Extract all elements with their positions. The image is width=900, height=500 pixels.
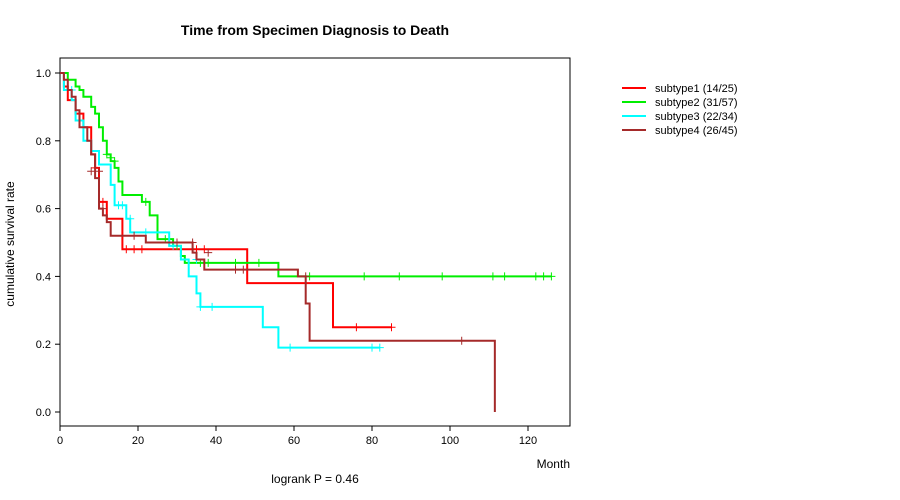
- censor-mark: [204, 258, 213, 267]
- censor-mark: [188, 238, 197, 247]
- y-tick-label: 0.4: [36, 271, 51, 283]
- censor-mark: [539, 272, 548, 281]
- x-tick-label: 20: [132, 435, 144, 447]
- censor-mark: [438, 272, 447, 281]
- censor-mark: [102, 150, 111, 159]
- y-tick-label: 0.6: [36, 204, 51, 216]
- censor-mark: [231, 258, 240, 267]
- survival-curve: [60, 72, 496, 412]
- censor-mark: [98, 197, 107, 206]
- x-axis-label: Month: [537, 457, 570, 471]
- x-tick-label: 0: [57, 435, 63, 447]
- legend-label: subtype2 (31/57): [655, 97, 738, 109]
- censor-mark: [395, 272, 404, 281]
- censor-mark: [208, 302, 217, 311]
- legend: subtype1 (14/25) subtype2 (31/57) subtype3…: [622, 83, 738, 137]
- censor-mark: [531, 272, 540, 281]
- censor-mark: [126, 214, 135, 223]
- censor-mark: [130, 245, 139, 254]
- x-tick-label: 100: [441, 435, 459, 447]
- censor-mark: [95, 167, 103, 176]
- survival-curve: [60, 72, 392, 329]
- censor-mark: [110, 157, 119, 166]
- survival-curve: [60, 72, 380, 349]
- censor-mark: [122, 245, 131, 254]
- censor-mark: [106, 153, 115, 162]
- y-tick-label: 1.0: [36, 68, 51, 80]
- censor-mark: [87, 167, 96, 176]
- censor-mark: [239, 265, 248, 274]
- y-axis-label: cumulative survival rate: [3, 181, 17, 307]
- y-axis: 0.0 0.2 0.4 0.6 0.8 1.0: [36, 68, 60, 419]
- censor-mark: [254, 258, 263, 267]
- censor-mark: [375, 343, 384, 352]
- censor-mark: [173, 238, 181, 247]
- series-layer: [60, 72, 556, 412]
- censor-mark: [368, 343, 376, 352]
- x-axis: 0 20 40 60 80 100 120: [57, 426, 537, 447]
- y-tick-label: 0.2: [36, 339, 51, 351]
- censor-mark: [301, 272, 310, 281]
- censor-mark: [130, 231, 139, 240]
- censor-mark: [457, 336, 466, 345]
- series-3: [60, 72, 384, 352]
- legend-label: subtype4 (26/45): [655, 125, 738, 137]
- legend-label: subtype3 (22/34): [655, 111, 738, 123]
- series-4: [60, 72, 496, 412]
- censor-mark: [98, 204, 107, 213]
- legend-label: subtype1 (14/25): [655, 83, 738, 95]
- censor-mark: [387, 323, 396, 332]
- censor-mark: [500, 272, 509, 281]
- logrank-annotation: logrank P = 0.46: [271, 472, 359, 486]
- chart-title: Time from Specimen Diagnosis to Death: [181, 22, 449, 38]
- y-tick-label: 0.8: [36, 136, 51, 148]
- series-1: [60, 72, 396, 332]
- censor-mark: [231, 265, 240, 274]
- censor-mark: [200, 245, 209, 254]
- plot-frame: [59, 57, 571, 427]
- x-tick-label: 40: [210, 435, 222, 447]
- censor-mark: [547, 272, 556, 281]
- censor-mark: [204, 248, 213, 257]
- x-tick-label: 80: [366, 435, 378, 447]
- censor-mark: [360, 272, 369, 281]
- x-tick-label: 120: [519, 435, 537, 447]
- censor-mark: [488, 272, 497, 281]
- censor-mark: [352, 323, 361, 332]
- censor-mark: [286, 343, 295, 352]
- y-tick-label: 0.0: [36, 407, 51, 419]
- x-tick-label: 60: [288, 435, 300, 447]
- censor-mark: [141, 197, 150, 206]
- censor-mark: [137, 245, 146, 254]
- censor-mark: [196, 302, 205, 311]
- censor-mark: [118, 201, 127, 210]
